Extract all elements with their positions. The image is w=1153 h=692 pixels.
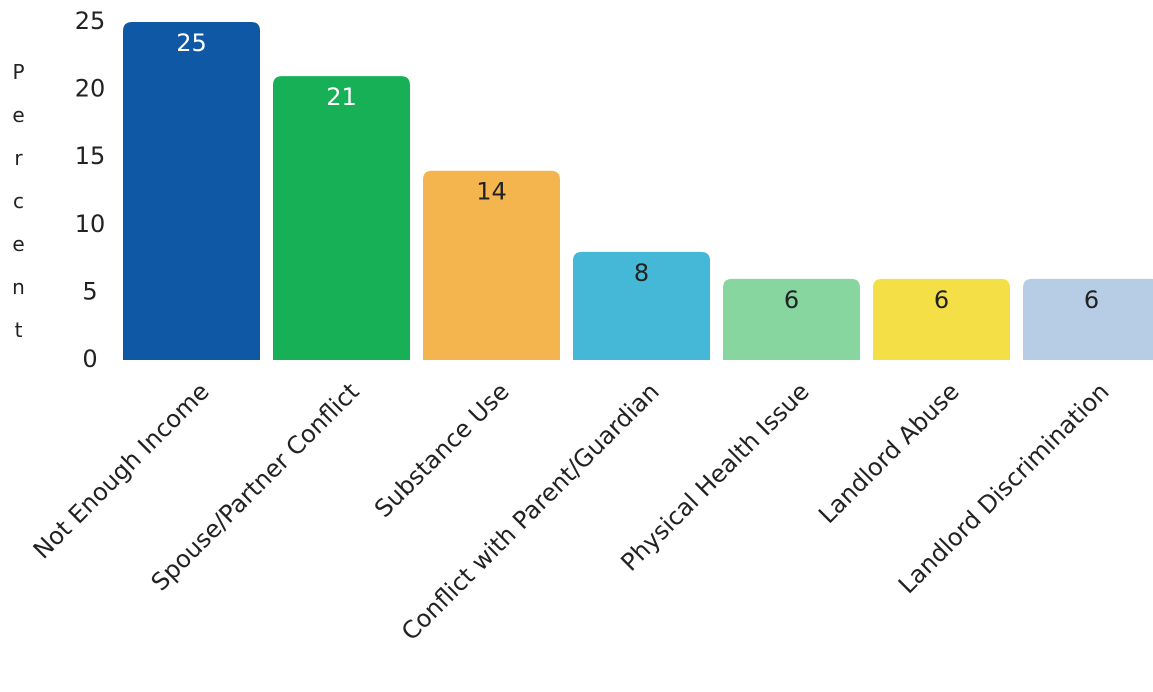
y-tick-label: 15 xyxy=(75,142,106,170)
value-label: 6 xyxy=(934,286,949,314)
x-tick-label: Landlord Abuse xyxy=(813,377,965,529)
value-label: 14 xyxy=(476,178,507,206)
value-label: 6 xyxy=(1084,286,1099,314)
bar xyxy=(423,170,560,360)
y-axis-label: Percent xyxy=(7,60,31,361)
bar xyxy=(573,251,710,360)
value-label: 6 xyxy=(784,286,799,314)
bar xyxy=(723,278,860,360)
y-tick-label: 20 xyxy=(75,75,106,103)
x-tick-label: Conflict with Parent/Guardian xyxy=(396,377,665,646)
value-label: 21 xyxy=(326,83,357,111)
value-label: 25 xyxy=(176,29,207,57)
x-tick-label: Substance Use xyxy=(369,377,515,523)
y-tick-label: 0 xyxy=(82,345,97,373)
bar xyxy=(873,278,1010,360)
value-label: 8 xyxy=(634,259,649,287)
bar xyxy=(1023,278,1153,360)
y-tick-label: 25 xyxy=(75,7,106,35)
bar xyxy=(273,76,410,360)
y-tick-label: 5 xyxy=(82,277,97,305)
bar xyxy=(123,22,260,360)
y-tick-label: 10 xyxy=(75,210,106,238)
